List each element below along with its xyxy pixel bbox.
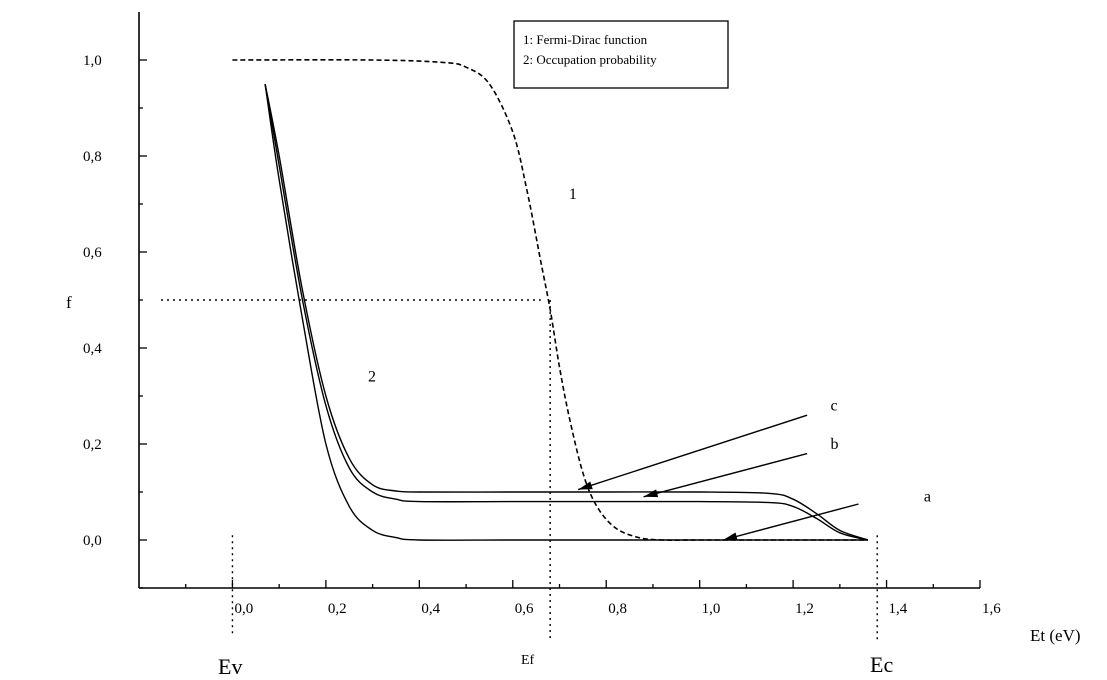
- annotation-b: b: [830, 436, 838, 453]
- series-line-c: [264, 83, 869, 541]
- arrowhead-a: [723, 532, 738, 541]
- annotation-2: 2: [368, 369, 376, 386]
- y-tick-label: 0,6: [83, 245, 102, 261]
- arrow-b: [643, 452, 808, 498]
- x-tick-label: 1,4: [889, 601, 908, 617]
- arrowhead-b: [643, 489, 659, 498]
- series-line-b: [264, 83, 869, 541]
- y-tick-label: 0,4: [83, 341, 102, 357]
- x-tick-label: 0,2: [328, 601, 347, 617]
- y-tick-label: 0,0: [83, 533, 102, 549]
- reference-lines-layer: [161, 299, 878, 642]
- x-tick-label: 1,2: [795, 601, 814, 617]
- x-tick-label: 0,0: [234, 601, 253, 617]
- annotation-a: a: [924, 489, 931, 506]
- x-axis-label: Et (eV): [1030, 626, 1081, 645]
- ec-label: Ec: [870, 652, 893, 677]
- legend-entry-1: 1: Fermi-Dirac function: [523, 32, 648, 47]
- x-tick-label: 0,8: [608, 601, 627, 617]
- legend-entry-2: 2: Occupation probability: [523, 52, 657, 67]
- legend: 1: Fermi-Dirac function 2: Occupation pr…: [513, 20, 729, 89]
- labels-layer: 1 2 c b a: [368, 186, 931, 505]
- x-tick-label: 0,4: [421, 601, 440, 617]
- ef-label: Ef: [521, 653, 535, 668]
- x-tick-label: 1,0: [702, 601, 721, 617]
- y-tick-label: 1,0: [83, 53, 102, 69]
- ev-label: Ev: [218, 654, 242, 679]
- y-axis-label: f: [66, 293, 72, 312]
- annotation-c: c: [830, 397, 837, 414]
- plot-frame: 0,0 0,2 0,4 0,6 0,8 1,0 1,2 1,4 1,6 0,0 0,2 0,4 0,6 0…: [83, 12, 1001, 617]
- arrow-c: [577, 414, 808, 491]
- arrow-a: [722, 503, 859, 541]
- series-line-1: [232, 59, 868, 541]
- legend-box: [513, 20, 729, 89]
- x-tick-label: 0,6: [515, 601, 534, 617]
- x-tick-label: 1,6: [982, 601, 1001, 617]
- arrowhead-c: [578, 481, 593, 490]
- series-line-a: [264, 83, 868, 541]
- annotation-1: 1: [569, 186, 577, 203]
- y-tick-label: 0,8: [83, 149, 102, 165]
- y-tick-label: 0,2: [83, 437, 102, 453]
- arrows-layer: [577, 414, 859, 541]
